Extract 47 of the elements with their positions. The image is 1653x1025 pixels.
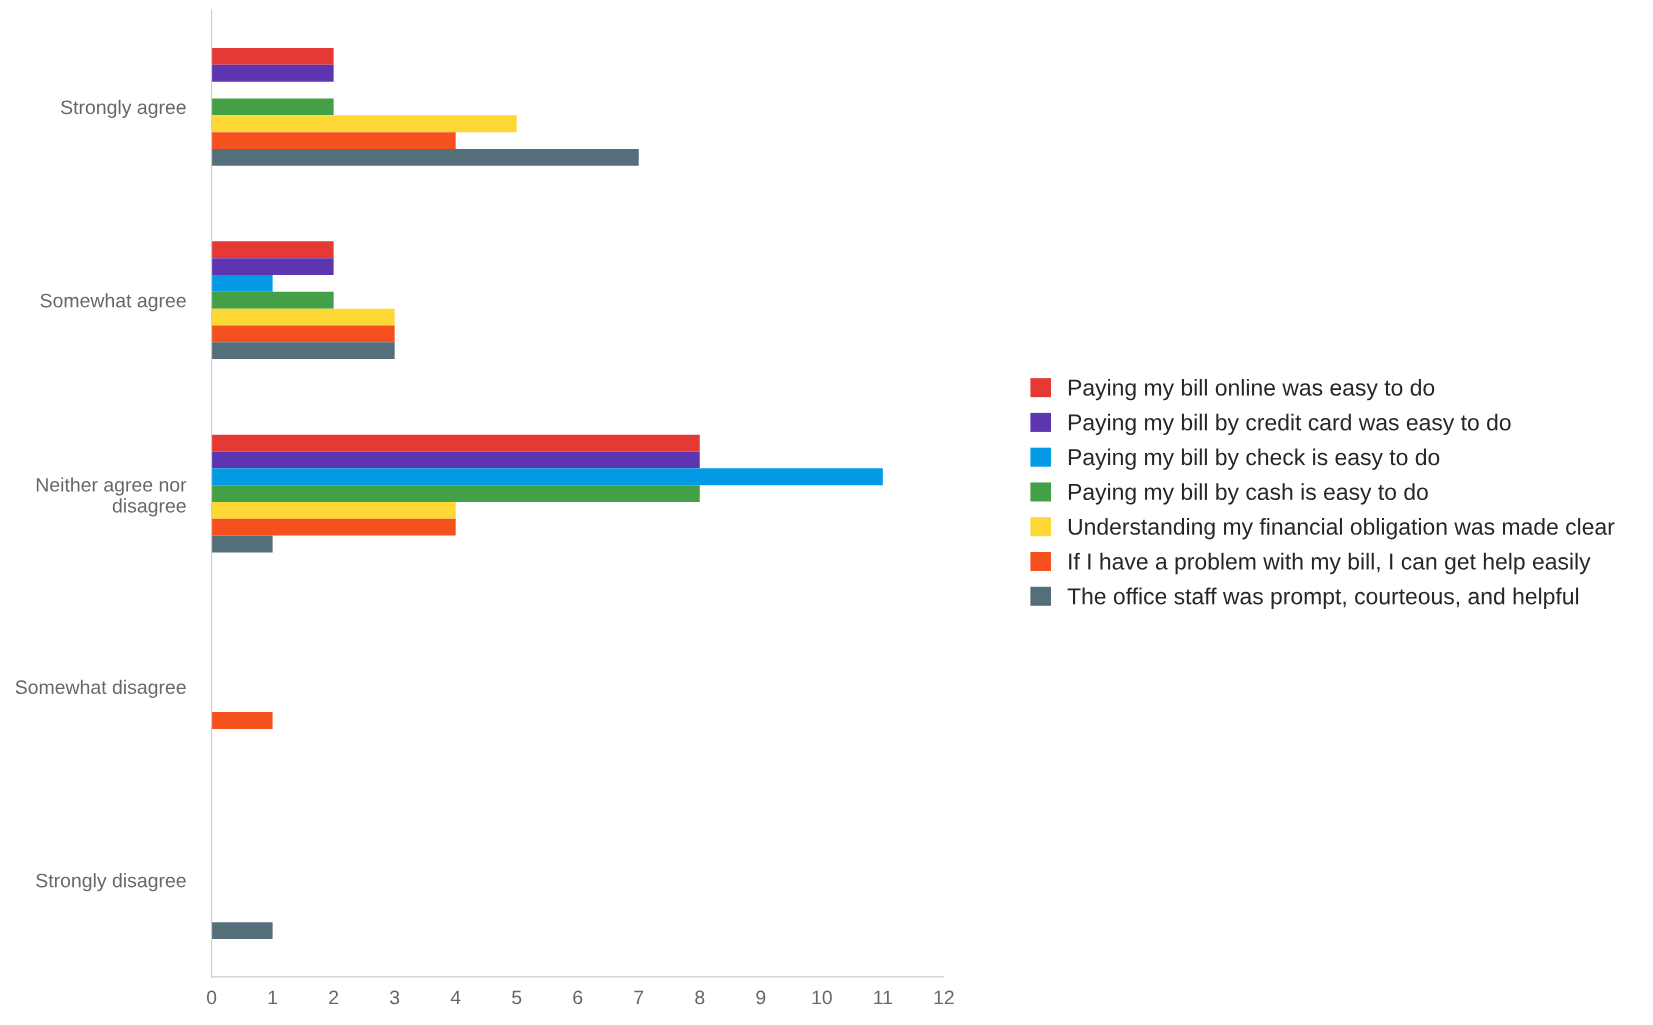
x-tick-label: 2 — [329, 990, 339, 1005]
bar — [211, 258, 334, 275]
bar — [211, 922, 273, 940]
bar — [211, 518, 456, 536]
bar — [211, 308, 395, 326]
bar — [211, 434, 700, 452]
legend-label: Paying my bill online was easy to do — [1068, 378, 1435, 401]
bar — [211, 241, 334, 259]
bar — [211, 342, 395, 360]
x-tick-label: 6 — [573, 990, 583, 1005]
legend-label: If I have a problem with my bill, I can get help easily — [1069, 552, 1591, 575]
x-tick-label: 3 — [389, 990, 400, 1005]
bar — [211, 274, 273, 292]
legend-label: Understanding my financial obligation was made clear — [1068, 518, 1615, 540]
y-tick-label: Somewhat disagree — [15, 679, 186, 698]
x-tick-label: 0 — [206, 990, 217, 1005]
legend-label: Paying my bill by credit card was easy to do — [1068, 413, 1511, 436]
x-tick-label: 11 — [874, 990, 892, 1005]
bar — [211, 468, 883, 486]
bar — [211, 148, 639, 166]
bar — [211, 535, 273, 553]
bar — [211, 48, 334, 65]
legend-label: Paying my bill by cash is easy to do — [1068, 483, 1428, 505]
y-tick-label: Strongly disagree — [36, 873, 186, 892]
bar — [211, 98, 334, 116]
x-tick-label: 8 — [695, 990, 705, 1005]
y-tick-label: Somewhat agree — [40, 293, 186, 312]
bar — [211, 115, 517, 133]
bar — [211, 325, 395, 343]
y-tick-label: Strongly agree — [61, 99, 186, 118]
x-tick-label: 10 — [812, 990, 832, 1005]
bar — [211, 451, 700, 469]
x-tick-label: 5 — [512, 990, 522, 1005]
x-tick-label: 9 — [756, 990, 766, 1005]
x-tick-label: 4 — [450, 990, 461, 1005]
legend-label: The office staff was prompt, courteous, and helpful — [1067, 587, 1579, 609]
x-tick-label: 12 — [934, 990, 954, 1005]
bar — [211, 485, 700, 502]
legend-label: Paying my bill by check is easy to do — [1068, 448, 1440, 470]
bar — [211, 501, 456, 519]
bar — [211, 132, 456, 149]
bar — [211, 291, 334, 309]
x-tick-label: 1 — [268, 990, 278, 1005]
bar — [211, 64, 334, 82]
y-tick-label: Neither agree nor disagree — [36, 477, 187, 517]
bar — [211, 712, 273, 729]
x-tick-label: 7 — [634, 990, 644, 1005]
